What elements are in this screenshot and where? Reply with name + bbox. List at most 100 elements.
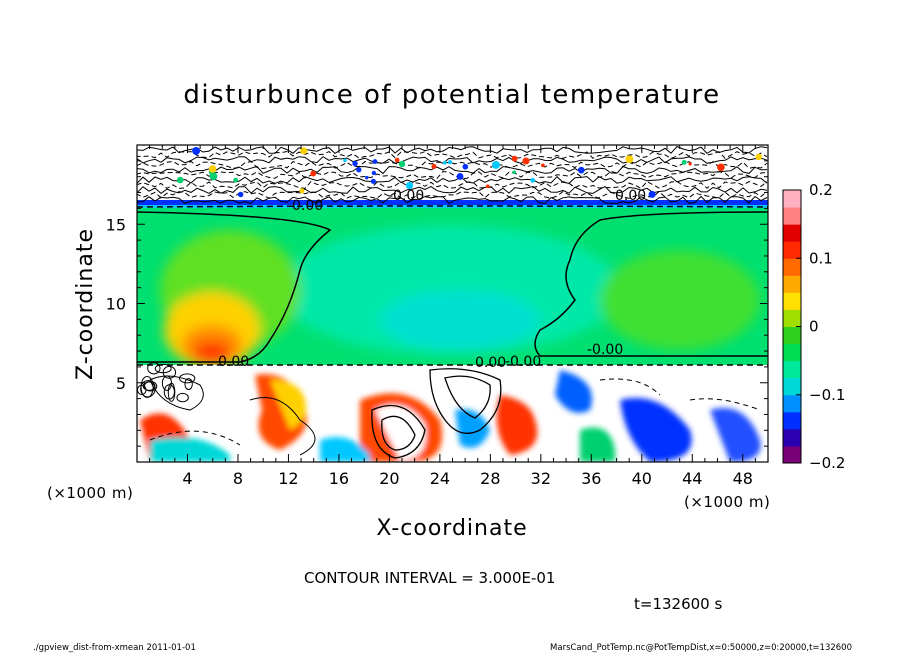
x-unit-left: (×1000 m) bbox=[47, 484, 133, 502]
x-tick-label: 28 bbox=[480, 469, 500, 488]
y-tick-label: 5 bbox=[116, 374, 126, 393]
colorbar-swatch bbox=[783, 343, 801, 362]
warm-anomaly bbox=[194, 342, 230, 362]
contour-line bbox=[444, 375, 491, 419]
x-tick-label: 36 bbox=[581, 469, 601, 488]
upper-speckle bbox=[192, 146, 201, 155]
contour-line bbox=[429, 368, 502, 434]
upper-contour bbox=[137, 190, 768, 200]
contour-line bbox=[176, 392, 189, 403]
upper-speckle bbox=[365, 175, 369, 180]
colorbar-swatch bbox=[783, 190, 801, 208]
upper-speckle bbox=[442, 160, 447, 165]
x-tick-label: 4 bbox=[182, 469, 192, 488]
contour-line bbox=[371, 404, 426, 459]
colorbar-swatch bbox=[783, 207, 801, 225]
y-tick-label: 10 bbox=[106, 295, 126, 314]
zero-contour bbox=[534, 211, 768, 357]
upper-speckle bbox=[237, 191, 244, 198]
x-tick-label: 16 bbox=[329, 469, 349, 488]
x-tick-label: 44 bbox=[682, 469, 702, 488]
colorbar-swatch bbox=[783, 241, 801, 259]
x-tick-label: 32 bbox=[531, 469, 551, 488]
footer-right: MarsCand_PotTemp.nc@PotTempDist,x=0:5000… bbox=[550, 643, 852, 653]
contour-line bbox=[249, 397, 316, 456]
plume bbox=[555, 370, 592, 413]
colorbar-tick-label: 0 bbox=[809, 318, 819, 336]
cyan-region bbox=[380, 290, 540, 350]
upper-speckle bbox=[456, 173, 464, 180]
upper-speckle bbox=[512, 170, 516, 175]
colorbar-swatch bbox=[783, 292, 801, 310]
upper-speckle bbox=[233, 177, 239, 183]
zero-contour bbox=[137, 205, 768, 208]
upper-contour bbox=[137, 145, 768, 155]
footer-left: ./gpview_dist-from-xmean 2011-01-01 bbox=[33, 643, 196, 653]
tropopause-band bbox=[137, 200, 768, 207]
colorbar-tick-label: 0.2 bbox=[809, 181, 833, 199]
upper-speckle bbox=[405, 181, 414, 190]
colorbar-swatch bbox=[783, 445, 801, 464]
upper-contour bbox=[137, 195, 768, 205]
upper-speckle bbox=[688, 162, 692, 166]
x-tick-label: 24 bbox=[430, 469, 450, 488]
upper-speckle bbox=[371, 170, 377, 176]
upper-speckle bbox=[372, 159, 378, 164]
upper-speckle bbox=[299, 188, 305, 194]
upper-contour bbox=[137, 165, 768, 175]
contour-interval-text: CONTOUR INTERVAL = 3.000E-01 bbox=[304, 569, 555, 587]
contour-value-label: -0.00 bbox=[505, 354, 541, 370]
upper-speckle bbox=[209, 172, 218, 181]
y-axis-label: Z-coordinate bbox=[73, 228, 98, 380]
upper-speckle bbox=[648, 190, 656, 198]
upper-speckle bbox=[485, 184, 490, 189]
colorbar-swatch bbox=[783, 275, 801, 293]
contour-value-label: -0.00 bbox=[388, 188, 424, 204]
contour-line bbox=[149, 375, 204, 411]
upper-speckle bbox=[625, 155, 634, 164]
colorbar-swatch bbox=[783, 377, 801, 396]
upper-contour bbox=[137, 185, 768, 195]
colorbar-swatch bbox=[783, 258, 801, 276]
contour-line bbox=[184, 378, 193, 391]
plot-field bbox=[137, 145, 768, 462]
contour-line bbox=[599, 378, 661, 396]
x-tick-label: 40 bbox=[632, 469, 652, 488]
contour-line bbox=[179, 373, 196, 384]
colorbar-swatch bbox=[783, 360, 801, 379]
chart-title: disturbunce of potential temperature bbox=[183, 80, 720, 110]
upper-speckle bbox=[352, 160, 358, 167]
upper-speckle bbox=[755, 153, 762, 161]
x-tick-label: 48 bbox=[733, 469, 753, 488]
upper-speckle bbox=[208, 165, 217, 173]
contour-value-label: 0.00 bbox=[292, 198, 323, 214]
x-tick-label: 8 bbox=[233, 469, 243, 488]
colorbar-tick-label: −0.2 bbox=[809, 454, 845, 472]
x-axis-label: X-coordinate bbox=[376, 516, 527, 541]
upper-speckle bbox=[541, 163, 545, 168]
zero-contour bbox=[137, 211, 332, 363]
x-tick-label: 20 bbox=[379, 469, 399, 488]
colorbar-swatch bbox=[783, 394, 801, 413]
colorbar-swatch bbox=[783, 309, 801, 327]
upper-speckle bbox=[530, 177, 536, 183]
upper-speckle bbox=[300, 147, 308, 155]
upper-speckle bbox=[310, 170, 317, 177]
plume bbox=[270, 380, 306, 430]
colorbar-tick-label: −0.1 bbox=[809, 386, 845, 404]
upper-speckle bbox=[462, 163, 469, 170]
contour-line bbox=[163, 384, 175, 400]
upper-contour bbox=[137, 180, 768, 190]
colorbar: 0.2 0.1 0 −0.1 −0.2 bbox=[782, 181, 845, 472]
y-axis: 5 10 15 bbox=[106, 160, 768, 447]
upper-contour bbox=[137, 150, 768, 159]
plume bbox=[320, 437, 370, 462]
plume bbox=[150, 437, 230, 462]
x-axis: 4 8 12 16 20 24 28 32 36 40 44 48 bbox=[149, 145, 756, 488]
colorbar-swatch bbox=[783, 224, 801, 242]
upper-speckle bbox=[448, 160, 453, 165]
contour-line bbox=[162, 365, 177, 379]
plume bbox=[620, 398, 692, 462]
upper-speckle bbox=[394, 157, 400, 163]
